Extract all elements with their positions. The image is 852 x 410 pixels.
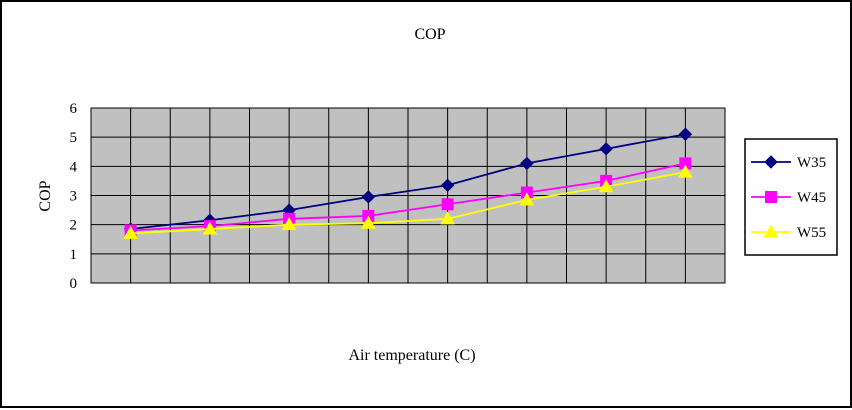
y-tick-label: 2 (70, 218, 78, 234)
legend-label: W35 (797, 155, 826, 171)
data-point-w45 (441, 198, 454, 211)
data-point-w55 (281, 217, 297, 231)
legend-marker (764, 155, 778, 169)
legend-item-w45: W45 (751, 190, 826, 206)
data-point-w35 (599, 142, 613, 156)
plot-border (90, 107, 726, 284)
y-tick-label: 5 (70, 130, 78, 146)
series-w55 (123, 164, 693, 239)
legend-label: W45 (797, 190, 826, 206)
plot-area: 0 1 2 3 4 5 6 (70, 101, 726, 292)
data-point-w55 (202, 221, 218, 235)
y-tick-label: 1 (70, 247, 78, 263)
y-tick-labels: 0 1 2 3 4 5 6 (70, 101, 78, 292)
data-point-w55 (440, 211, 455, 225)
data-point-w35 (361, 190, 376, 204)
legend-marker (765, 191, 777, 203)
legend-label: W55 (797, 225, 826, 241)
y-tick-label: 0 (70, 276, 78, 292)
data-point-w55 (678, 164, 693, 178)
series-line-w55 (130, 171, 686, 235)
legend-marker (763, 224, 779, 238)
series-line-w35 (130, 133, 686, 230)
y-tick-label: 4 (70, 159, 78, 175)
chart-title: COP (414, 26, 445, 43)
y-tick-label: 6 (70, 101, 78, 117)
data-point-w55 (519, 192, 535, 206)
legend-item-w35: W35 (751, 155, 826, 171)
data-point-w55 (361, 215, 376, 229)
data-point-w55 (123, 225, 138, 239)
data-point-w35 (440, 178, 455, 192)
data-point-w55 (598, 179, 614, 193)
y-axis-label: COP (37, 180, 54, 211)
data-point-w35 (678, 127, 693, 141)
legend-item-w55: W55 (751, 224, 826, 241)
series-line-w45 (130, 162, 686, 232)
y-tick-label: 3 (70, 189, 78, 205)
legend: W35 W45 W55 (744, 138, 838, 256)
x-axis-label: Air temperature (C) (348, 347, 475, 364)
data-point-w35 (520, 156, 534, 171)
